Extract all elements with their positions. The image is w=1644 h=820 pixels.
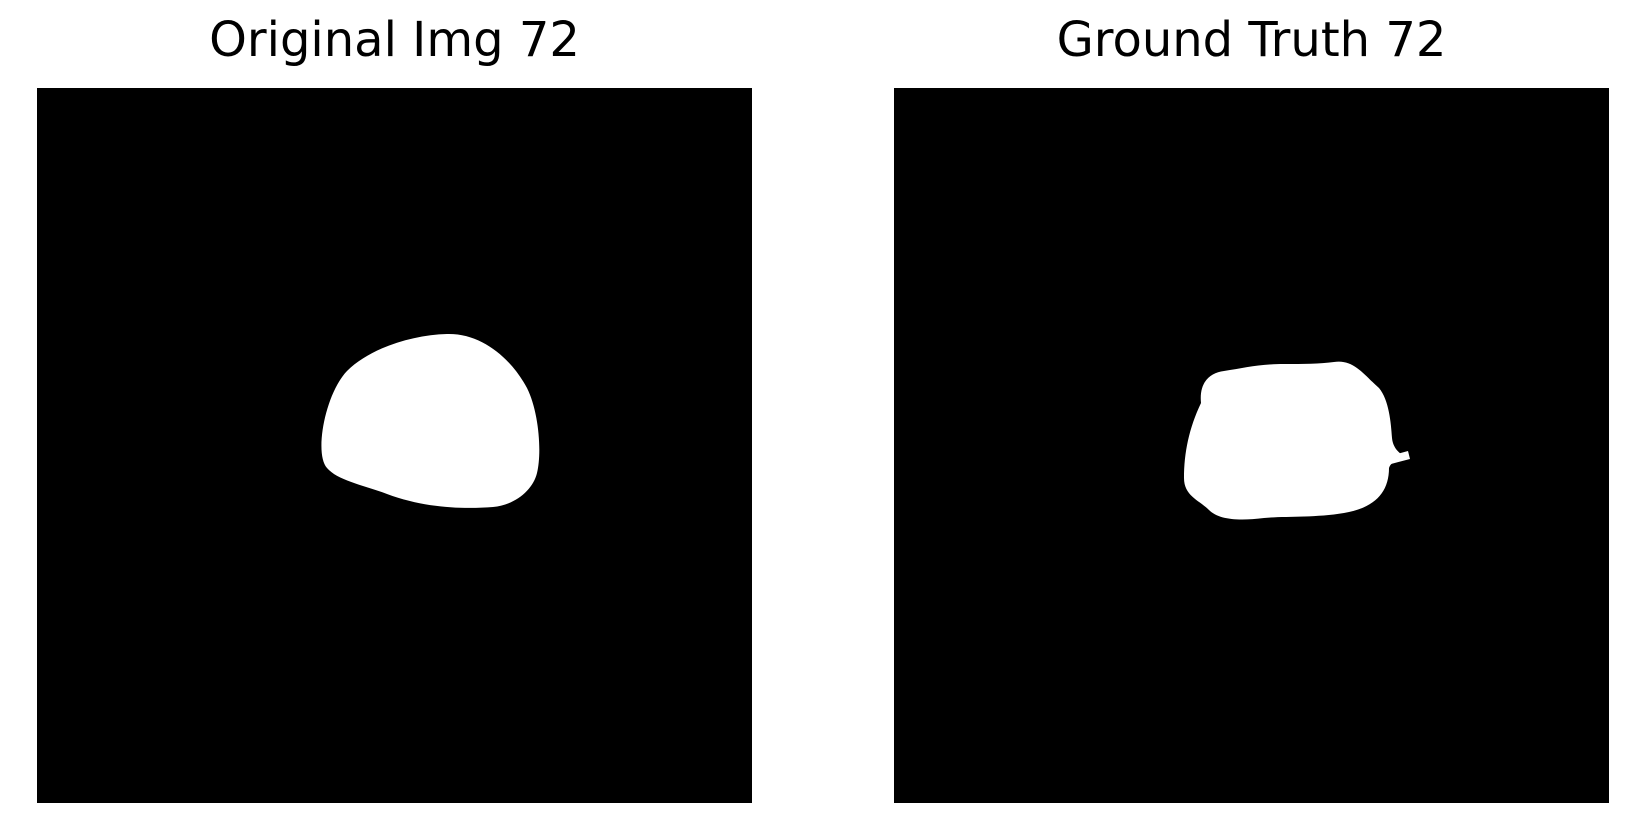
- ground-truth-image: [894, 88, 1609, 803]
- ground-truth-mask-blob: [1184, 362, 1404, 520]
- original-image: [37, 88, 752, 803]
- ground-truth-panel: Ground Truth 72: [894, 0, 1614, 820]
- original-image-title: Original Img 72: [37, 10, 752, 70]
- ground-truth-title: Ground Truth 72: [894, 10, 1609, 70]
- original-image-panel: Original Img 72: [37, 0, 757, 820]
